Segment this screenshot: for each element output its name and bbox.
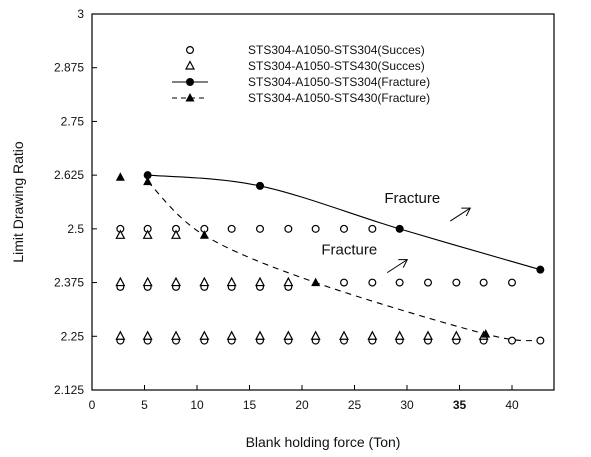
series-2-point <box>256 181 264 190</box>
series-1-point <box>310 330 321 340</box>
series-1-point <box>142 330 153 340</box>
series-1-point <box>142 276 153 287</box>
y-tick-label: 2.625 <box>54 168 84 182</box>
x-tick-label: 35 <box>453 398 467 412</box>
x-tick-label: 5 <box>141 398 148 412</box>
fracture-430-curve <box>147 181 541 342</box>
y-tick-label: 2.875 <box>54 61 84 75</box>
series-0-point <box>395 278 404 287</box>
series-1-point <box>339 330 349 340</box>
series-1-point <box>115 330 126 340</box>
series-0-point <box>452 278 461 287</box>
x-tick-label: 15 <box>243 398 257 412</box>
y-tick-label: 2.375 <box>54 276 84 290</box>
series-0-point <box>227 224 236 233</box>
series-3-point <box>481 329 491 338</box>
series-0-point <box>340 224 349 233</box>
y-tick-label: 2.5 <box>67 222 84 236</box>
x-tick-label: 30 <box>400 398 414 412</box>
series-1-point <box>255 276 265 287</box>
series-1-point <box>171 330 181 340</box>
x-tick-label: 20 <box>295 398 309 412</box>
series-2-point <box>143 171 152 180</box>
y-tick-label: 3 <box>77 7 84 21</box>
series-1-point <box>171 229 181 239</box>
series-0-point <box>284 224 293 233</box>
plot-area <box>91 13 555 391</box>
y-tick-label: 2.75 <box>61 114 85 128</box>
legend-marker <box>185 93 195 102</box>
series-1-point <box>171 276 181 287</box>
series-0-point <box>368 224 377 233</box>
annotation-label: Fracture <box>321 242 377 259</box>
legend-label: STS304-A1050-STS430(Fracture) <box>248 91 430 105</box>
series-1-point <box>226 330 237 340</box>
series-1-point <box>367 330 378 340</box>
series-2-point <box>536 265 545 274</box>
series-2-point <box>395 224 404 233</box>
series-1-point <box>199 330 210 340</box>
legend-marker <box>186 78 194 86</box>
legend-marker <box>185 60 195 70</box>
annotation-arrow <box>449 207 471 222</box>
series-1-point <box>394 330 405 340</box>
x-tick-label: 10 <box>190 398 204 412</box>
fracture-304-curve <box>147 174 541 271</box>
x-tick-label: 40 <box>505 398 519 412</box>
series-3-point <box>311 277 321 287</box>
series-0-point <box>479 278 488 287</box>
annotation-label: Fracture <box>384 190 440 207</box>
series-0-point <box>508 336 517 345</box>
series-1-point <box>255 330 265 340</box>
annotation-arrowhead <box>398 259 409 268</box>
series-0-point <box>340 278 349 287</box>
series-1-point <box>283 276 294 287</box>
series-1-point <box>142 229 153 239</box>
annotation-arrow <box>386 259 408 274</box>
legend-label: STS304-A1050-STS304(Fracture) <box>248 75 430 89</box>
y-tick-label: 2.125 <box>54 383 84 397</box>
series-1-point <box>199 276 210 287</box>
x-tick-label: 0 <box>89 398 96 412</box>
series-1-point <box>283 330 294 340</box>
series-3-point <box>115 172 125 181</box>
series-0-point <box>311 224 320 233</box>
legend-marker <box>186 45 195 54</box>
series-0-point <box>368 278 377 287</box>
annotation-arrowhead <box>461 207 472 217</box>
series-3-point <box>199 230 209 239</box>
x-tick-label: 25 <box>348 398 362 412</box>
series-1-point <box>115 276 126 287</box>
series-1-point <box>226 276 237 287</box>
series-0-point <box>536 336 545 345</box>
legend-label: STS304-A1050-STS430(Succes) <box>248 59 425 73</box>
y-axis-label: Limit Drawing Ratio <box>10 141 26 263</box>
y-tick-label: 2.25 <box>61 329 85 343</box>
series-0-point <box>424 278 433 287</box>
series-3-point <box>143 176 153 186</box>
series-1-point <box>451 330 462 340</box>
series-1-point <box>423 330 433 340</box>
legend-label: STS304-A1050-STS304(Succes) <box>248 43 425 57</box>
series-0-point <box>256 224 265 233</box>
x-axis-label: Blank holding force (Ton) <box>246 434 401 450</box>
series-1-point <box>115 229 126 239</box>
series-0-point <box>508 278 517 287</box>
